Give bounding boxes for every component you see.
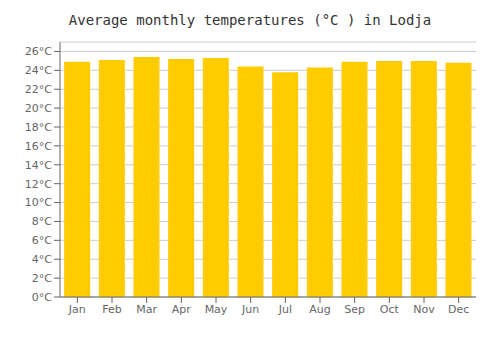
svg-text:16°C: 16°C bbox=[25, 140, 52, 153]
html-text:Average monthly temperatures (: Average monthly temperatures (°C ) in Lo… bbox=[68, 12, 432, 28]
svg-text:18°C: 18°C bbox=[25, 121, 52, 134]
svg-text:Aug: Aug bbox=[309, 303, 330, 316]
svg-text:Nov: Nov bbox=[413, 303, 435, 316]
svg-text:0°C: 0°C bbox=[32, 291, 52, 304]
svg-text:24°C: 24°C bbox=[25, 64, 52, 77]
svg-text:2°C: 2°C bbox=[32, 272, 52, 285]
svg-text:22°C: 22°C bbox=[25, 83, 52, 96]
svg-text:Jul: Jul bbox=[278, 303, 292, 316]
svg-text:Feb: Feb bbox=[102, 303, 121, 316]
svg-text:14°C: 14°C bbox=[25, 159, 52, 172]
svg-text:Jan: Jan bbox=[68, 303, 86, 316]
svg-text:Jun: Jun bbox=[241, 303, 259, 316]
svg-text:Sep: Sep bbox=[344, 303, 365, 316]
svg-text:Oct: Oct bbox=[380, 303, 400, 316]
svg-text:4°C: 4°C bbox=[32, 253, 52, 266]
svg-text:26°C: 26°C bbox=[25, 45, 52, 58]
svg-text:20°C: 20°C bbox=[25, 102, 52, 115]
svg-text:12°C: 12°C bbox=[25, 178, 52, 191]
svg-text:Mar: Mar bbox=[136, 303, 157, 316]
svg-text:8°C: 8°C bbox=[32, 215, 52, 228]
svg-text:May: May bbox=[205, 303, 228, 316]
svg-text:10°C: 10°C bbox=[25, 196, 52, 209]
svg-text:6°C: 6°C bbox=[32, 234, 52, 247]
svg-text:Apr: Apr bbox=[172, 303, 192, 316]
svg-text:Dec: Dec bbox=[448, 303, 469, 316]
